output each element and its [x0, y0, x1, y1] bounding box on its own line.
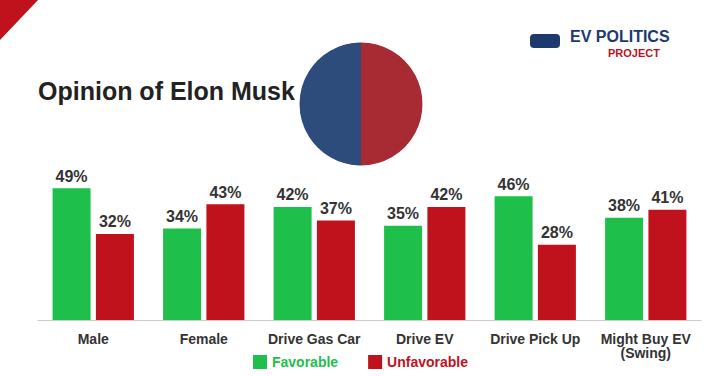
svg-text:PROJECT: PROJECT: [608, 47, 660, 59]
svg-text:49%: 49%: [56, 168, 88, 185]
svg-text:34%: 34%: [166, 208, 198, 225]
svg-text:35%: 35%: [387, 205, 419, 222]
svg-text:37%: 37%: [320, 200, 352, 217]
svg-text:28%: 28%: [541, 224, 573, 241]
svg-text:Drive Gas Car: Drive Gas Car: [268, 331, 361, 347]
svg-text:42%: 42%: [277, 186, 309, 203]
svg-text:Female: Female: [180, 331, 228, 347]
svg-text:46%: 46%: [498, 176, 530, 193]
svg-text:42%: 42%: [430, 186, 462, 203]
svg-text:43%: 43%: [209, 184, 241, 201]
svg-text:Opinion of Elon Musk: Opinion of Elon Musk: [38, 77, 295, 105]
svg-text:Unfavorable: Unfavorable: [387, 354, 468, 370]
svg-text:38%: 38%: [608, 197, 640, 214]
svg-text:Drive Pick Up: Drive Pick Up: [490, 331, 580, 347]
svg-text:Favorable: Favorable: [272, 354, 338, 370]
svg-text:41%: 41%: [651, 189, 683, 206]
svg-text:Drive EV: Drive EV: [396, 331, 454, 347]
svg-text:(Swing): (Swing): [620, 345, 671, 361]
svg-text:32%: 32%: [99, 213, 131, 230]
svg-text:EV POLITICS: EV POLITICS: [570, 28, 670, 45]
svg-text:Male: Male: [78, 331, 109, 347]
svg-text:Might Buy EV: Might Buy EV: [600, 331, 691, 347]
